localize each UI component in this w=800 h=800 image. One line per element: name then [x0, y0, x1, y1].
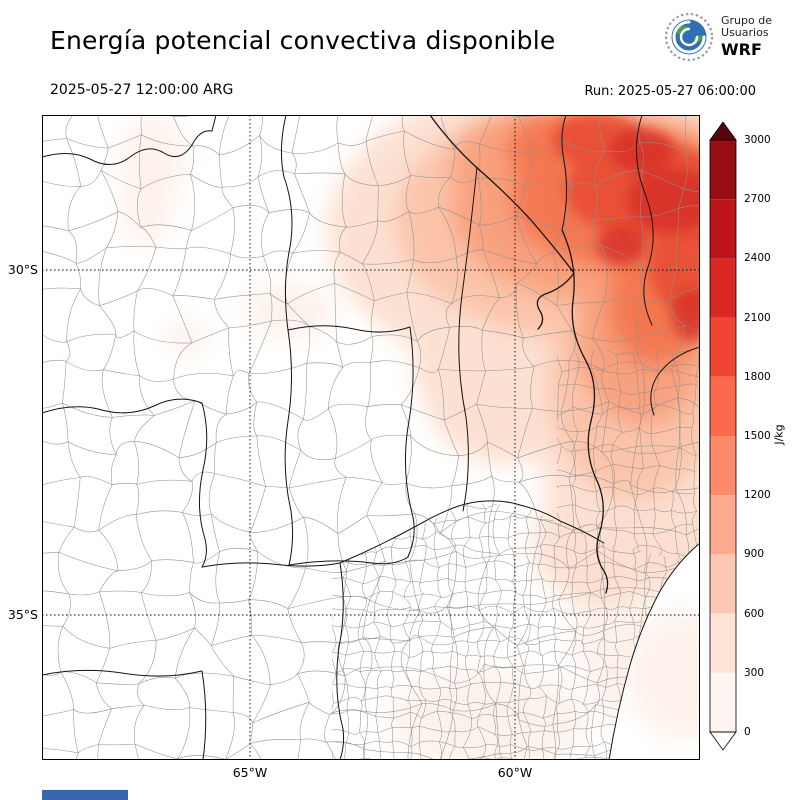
- colorbar-tick: 2400: [744, 252, 771, 265]
- wrf-users-logo: Grupo de Usuarios WRF: [664, 12, 772, 62]
- colorbar-segment: [710, 199, 736, 259]
- map-canvas: [42, 115, 700, 760]
- colorbar-segment: [710, 317, 736, 377]
- colorbar-tick: 2700: [744, 193, 771, 206]
- colorbar-tick: 3000: [744, 134, 771, 146]
- bottom-left-blue-bar: [42, 790, 128, 800]
- colorbar-segment: [710, 495, 736, 555]
- colorbar-segment: [710, 554, 736, 614]
- logo-line1: Grupo de: [721, 13, 772, 27]
- colorbar-bar: [709, 122, 737, 751]
- colorbar: 0 300 600 900 1200 1500 1800 2100 2400 2…: [706, 122, 800, 772]
- province-boundaries: [42, 115, 700, 760]
- lon-tick-60w: 60°W: [497, 765, 533, 780]
- colorbar-segment: [710, 140, 736, 200]
- department-boundaries: [557, 350, 700, 565]
- graticule: [42, 115, 700, 760]
- colorbar-tick: 0: [744, 726, 751, 738]
- colorbar-segment: [710, 613, 736, 673]
- page-title: Energía potencial convectiva disponible: [50, 26, 556, 55]
- lon-tick-65w: 65°W: [232, 765, 268, 780]
- colorbar-outline: [709, 139, 737, 733]
- department-boundaries: [42, 115, 700, 760]
- colorbar-tick: 1800: [744, 370, 771, 383]
- colorbar-arrow-under: [709, 731, 737, 751]
- globe-icon: [664, 12, 714, 62]
- lat-tick-35s: 35°S: [7, 607, 38, 622]
- colorbar-arrow-over: [709, 122, 737, 141]
- lat-tick-30s: 30°S: [7, 262, 38, 277]
- run-time-label: Run: 2025-05-27 06:00:00: [584, 84, 756, 99]
- colorbar-tick: 900: [744, 548, 765, 561]
- colorbar-segment: [710, 436, 736, 496]
- coastline: [608, 542, 700, 760]
- cape-shading: [122, 115, 700, 760]
- logo-line2: Usuarios: [721, 26, 769, 40]
- colorbar-segment: [710, 376, 736, 436]
- cape-map: [42, 115, 700, 760]
- colorbar-tick: 2100: [744, 311, 771, 324]
- colorbar-tick: 1200: [744, 489, 771, 502]
- valid-time-label: 2025-05-27 12:00:00 ARG: [50, 82, 234, 98]
- colorbar-tick: 600: [744, 607, 765, 620]
- map-border: [42, 115, 700, 760]
- colorbar-segment: [710, 672, 736, 732]
- coastal-shading: [627, 610, 700, 740]
- colorbar-segment: [710, 258, 736, 318]
- colorbar-unit-label: J/kg: [772, 424, 786, 445]
- logo-line3: WRF: [721, 39, 762, 59]
- colorbar-tick: 1500: [744, 430, 771, 442]
- colorbar-tick: 300: [744, 666, 765, 679]
